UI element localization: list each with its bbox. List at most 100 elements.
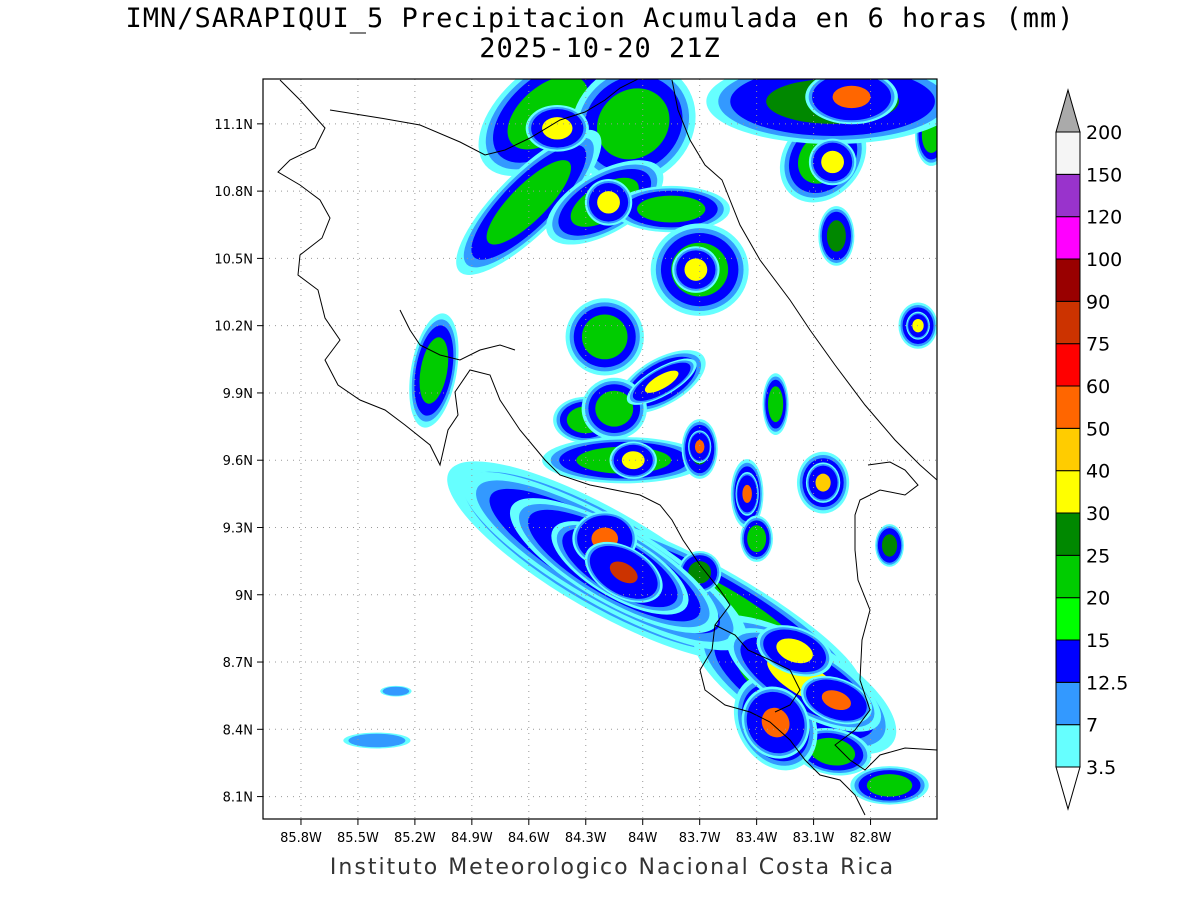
precip-cell (761, 707, 790, 738)
lon-tick-label: 85.5W (337, 831, 379, 846)
colorbar-label: 7 (1086, 715, 1098, 737)
colorbar-swatch (1055, 597, 1081, 641)
precip-cell (881, 534, 898, 557)
colorbar-swatch (1055, 724, 1081, 768)
precip-cell (832, 85, 871, 109)
coastline-borders (277, 79, 937, 816)
precip-cell (826, 220, 846, 252)
lon-tick-label: 84.6W (508, 831, 550, 846)
precip-cell (419, 337, 449, 404)
caribbean-coastline (671, 79, 937, 481)
colorbar-label: 40 (1086, 461, 1110, 483)
colorbar-swatch (1055, 512, 1081, 556)
lat-tick-label: 9.9N (223, 387, 253, 402)
precip-cell (821, 150, 844, 174)
colorbar-swatch (1055, 216, 1081, 260)
colorbar-swatch (1055, 385, 1081, 429)
precip-cell (815, 473, 831, 492)
colorbar-swatch (1055, 681, 1081, 726)
lon-tick-label: 85.8W (280, 831, 322, 846)
colorbar-label: 60 (1086, 376, 1110, 398)
lon-tick-label: 83.1W (793, 831, 835, 846)
colorbar-label: 25 (1086, 545, 1110, 567)
pacific-coastline (277, 79, 866, 816)
precip-cell (644, 370, 679, 393)
colorbar-label: 120 (1086, 207, 1122, 229)
colorbar-label: 15 (1086, 630, 1110, 652)
colorbar-swatch (1055, 173, 1081, 218)
precip-cell (348, 733, 406, 748)
precip-cell (486, 160, 572, 245)
precip-cell (694, 440, 705, 454)
colorbar-label: 150 (1086, 164, 1122, 186)
lat-tick-label: 10.8N (214, 185, 253, 200)
lat-tick-label: 11.1N (214, 118, 253, 133)
precip-cell (609, 561, 638, 584)
colorbar-swatch (1055, 258, 1081, 302)
precip-cell (382, 686, 410, 696)
colorbar-label: 30 (1086, 503, 1110, 525)
precip-cell (688, 561, 712, 584)
lat-tick-label: 9.3N (223, 521, 253, 536)
colorbar-swatch (1055, 554, 1081, 599)
precip-cell (542, 117, 573, 140)
osa-peninsula-coast (714, 624, 801, 713)
precip-cell (912, 318, 924, 333)
precipitation-field (343, 79, 937, 805)
lat-tick-label: 9.6N (223, 454, 253, 469)
precip-cell (821, 690, 851, 711)
lon-tick-label: 85.2W (394, 831, 436, 846)
colorbar-label: 12.5 (1086, 672, 1128, 694)
colorbar-swatch (1055, 470, 1081, 514)
precip-cell (596, 88, 670, 160)
colorbar-swatch (1055, 343, 1081, 387)
precip-cell (776, 638, 813, 664)
map-valid-time: 2025-10-20 21Z (479, 33, 721, 64)
lon-tick-label: 83.7W (679, 831, 721, 846)
lon-tick-label: 84.3W (565, 831, 607, 846)
colorbar-label: 200 (1086, 122, 1122, 144)
precip-cell (621, 451, 645, 470)
panama-border (834, 461, 937, 771)
colorbar-label: 3.5 (1086, 757, 1116, 779)
colorbar-under-triangle (1055, 766, 1081, 811)
lat-tick-label: 9N (235, 589, 253, 604)
precip-cell (595, 390, 634, 427)
colorbar-swatch (1055, 300, 1081, 345)
colorbar-label: 90 (1086, 291, 1110, 313)
footer-credit: Instituto Meteorologico Nacional Costa R… (329, 855, 896, 880)
precip-cell (768, 386, 784, 423)
colorbar-swatch (1055, 427, 1081, 472)
lat-tick-label: 8.7N (223, 656, 253, 671)
colorbar-label: 20 (1086, 588, 1110, 610)
nicaragua-border (329, 79, 640, 156)
colorbar-swatch (1055, 131, 1081, 175)
colorbar: 3.5 7 12.5 15 20 25 30 40 50 60 75 90 100 120 150 200 (1055, 88, 1128, 811)
lon-tick-label: 82.8W (850, 831, 892, 846)
precip-cell (581, 314, 628, 360)
precip-cell (866, 774, 913, 797)
lon-tick-label: 84.9W (451, 831, 493, 846)
precip-cell (810, 737, 856, 766)
precip-cell (742, 484, 752, 503)
map-title: IMN/SARAPIQUI_5 Precipitacion Acumulada … (125, 3, 1075, 34)
nicoya-gulf-coast (399, 309, 516, 361)
colorbar-label: 100 (1086, 249, 1122, 271)
colorbar-label: 50 (1086, 418, 1110, 440)
colorbar-swatch (1055, 639, 1081, 683)
lon-tick-label: 83.4W (736, 831, 778, 846)
axis-ticks: 11.1N 10.8N 10.5N 10.2N 9.9N 9.6N 9.3N 9N 8.7N 8.… (214, 118, 891, 846)
lat-tick-label: 10.2N (214, 320, 253, 335)
lat-tick-label: 8.4N (223, 723, 253, 738)
lat-tick-label: 8.1N (223, 791, 253, 806)
lon-tick-label: 84W (628, 831, 658, 846)
map-frame (262, 78, 938, 820)
map-grid (263, 79, 937, 819)
colorbar-label: 75 (1086, 334, 1110, 356)
precip-cell (597, 191, 620, 214)
precip-cell (637, 195, 706, 223)
colorbar-over-triangle (1055, 88, 1081, 133)
precip-cell (684, 258, 708, 281)
precip-cell (747, 525, 767, 553)
